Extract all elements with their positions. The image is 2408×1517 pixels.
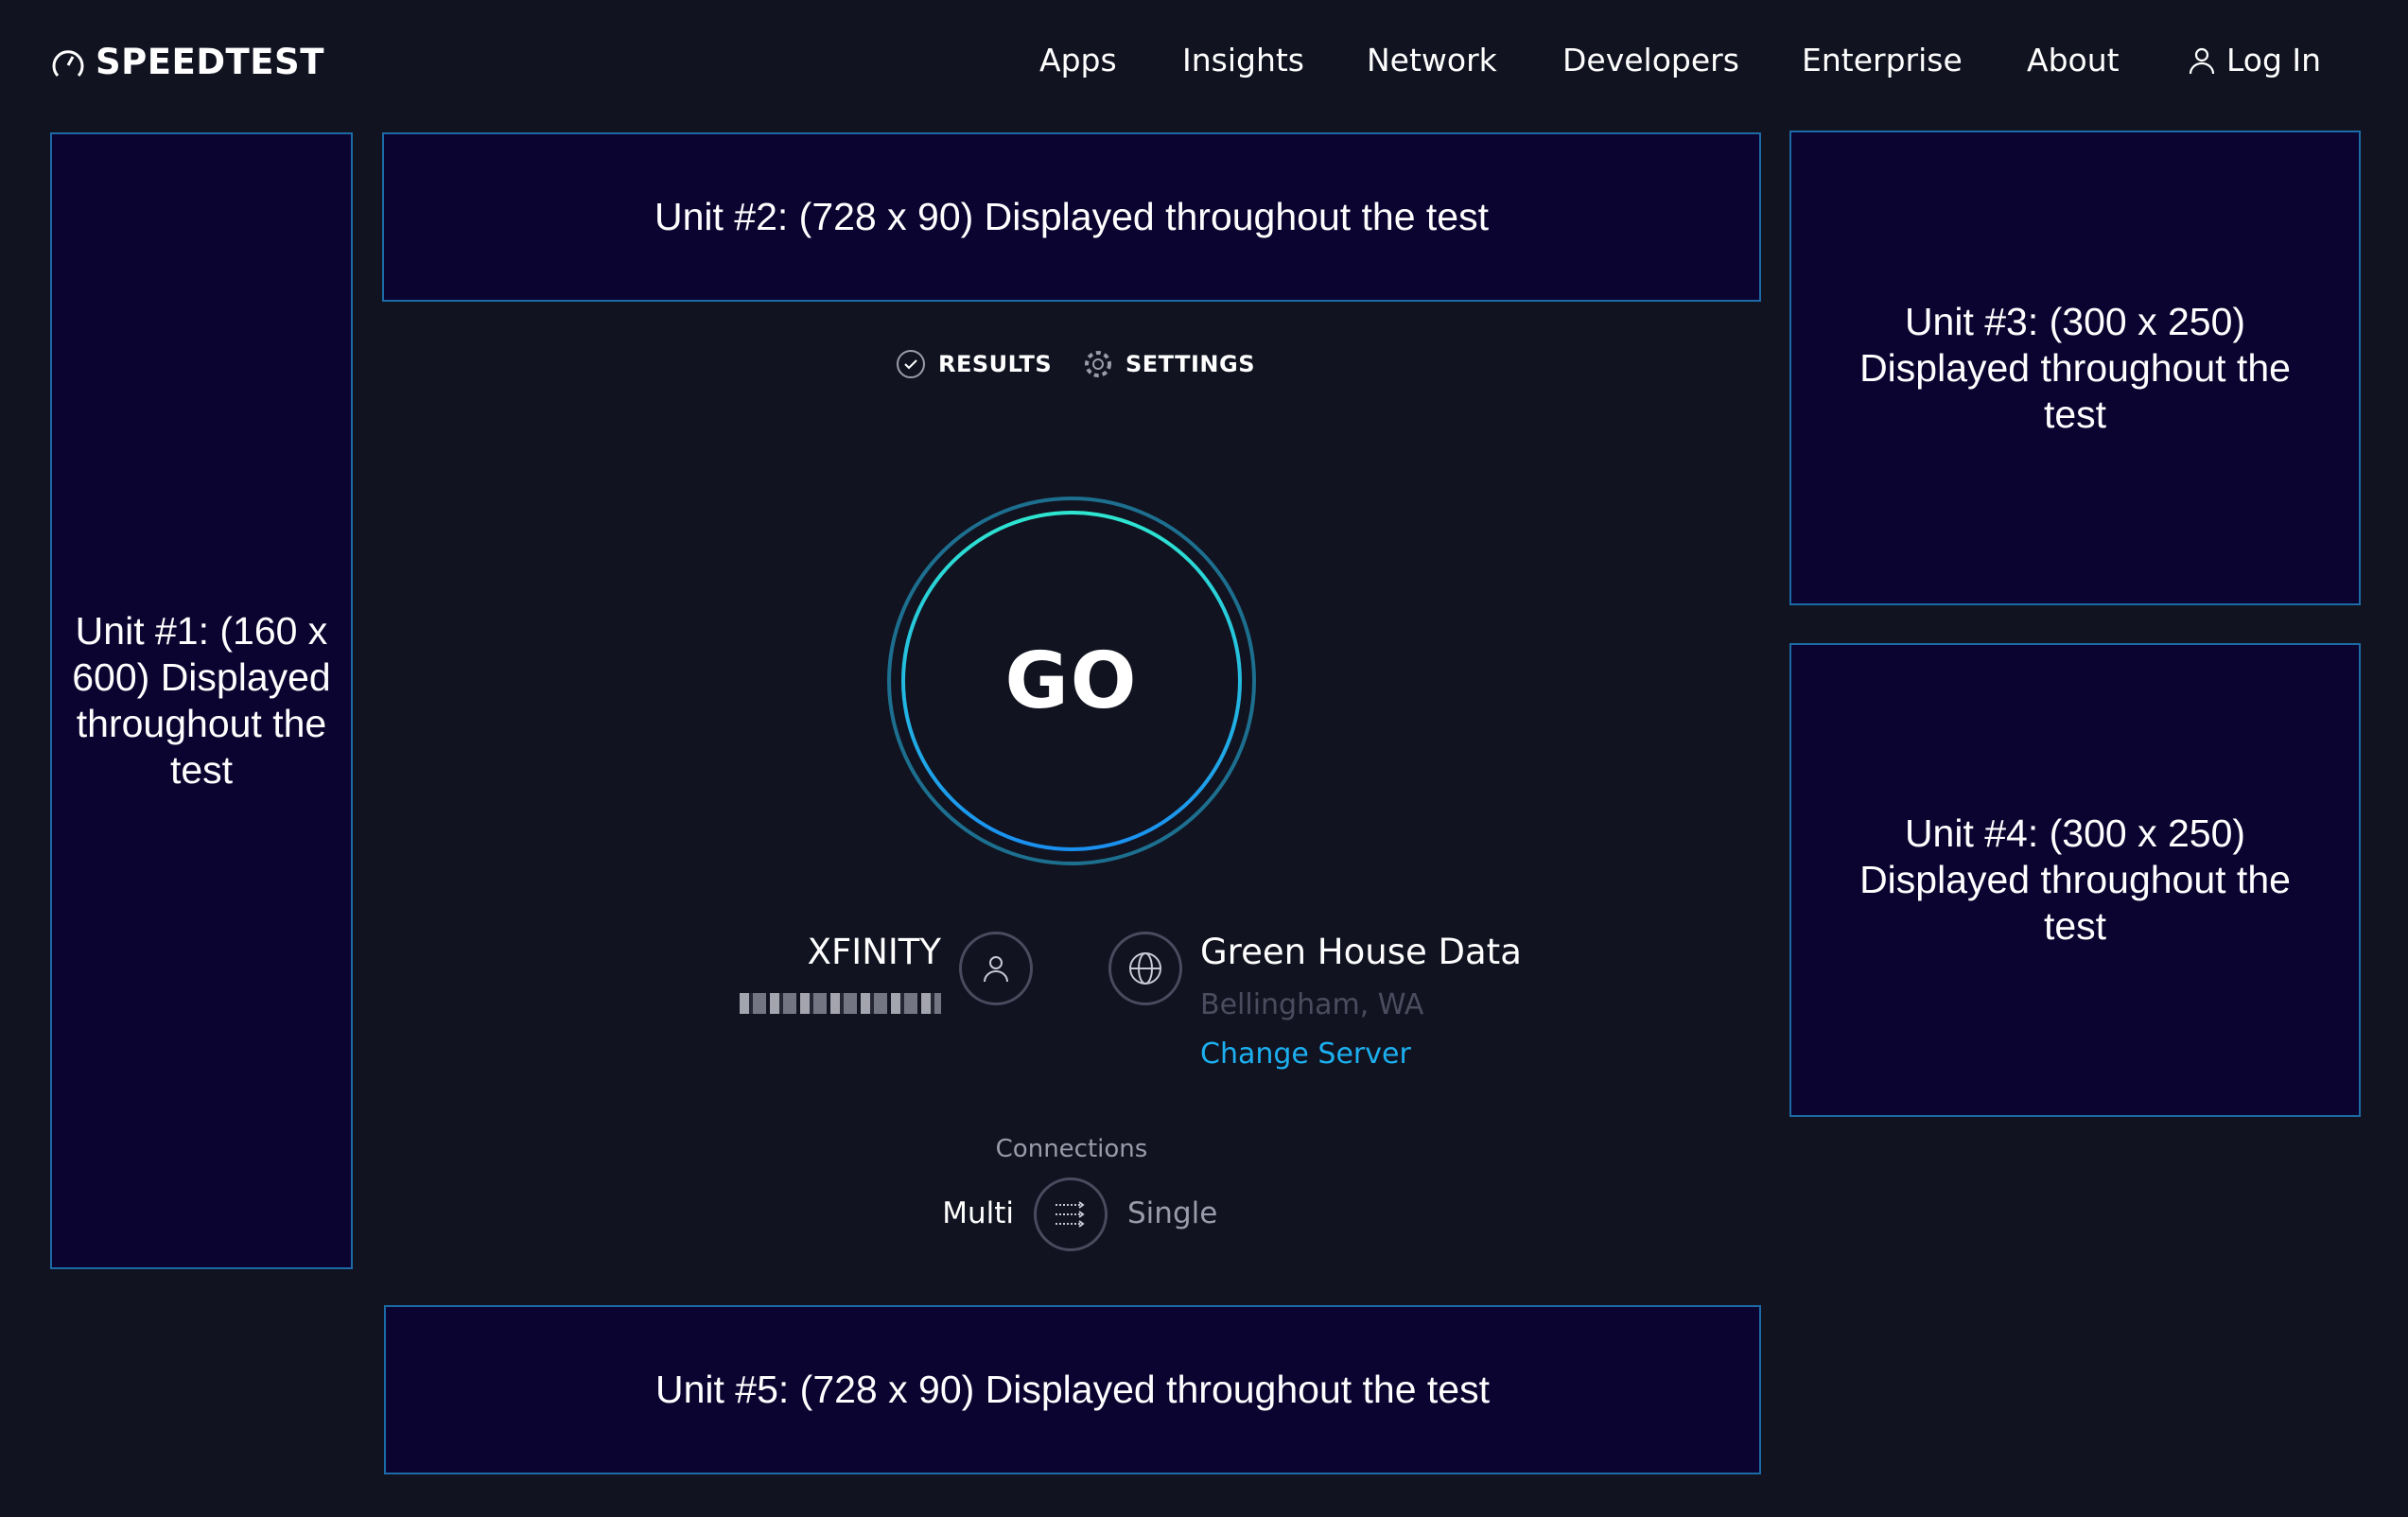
go-outer-ring	[887, 497, 1256, 865]
ad-unit-4[interactable]: Unit #4: (300 x 250) Displayed throughou…	[1789, 643, 2361, 1117]
nav-network[interactable]: Network	[1367, 42, 1497, 78]
go-button[interactable]: GO	[901, 511, 1242, 851]
go-label: GO	[1004, 636, 1139, 726]
change-server-link[interactable]: Change Server	[1200, 1037, 1411, 1071]
tab-results[interactable]: RESULTS	[895, 348, 1052, 380]
nav-insights[interactable]: Insights	[1182, 42, 1305, 78]
connections-toggle[interactable]	[1034, 1177, 1108, 1251]
logo-text: SPEEDTEST	[96, 42, 324, 82]
connections-single[interactable]: Single	[1127, 1196, 1218, 1230]
ad-unit-3[interactable]: Unit #3: (300 x 250) Displayed throughou…	[1789, 131, 2361, 605]
isp-name: XFINITY	[807, 932, 941, 972]
results-label: RESULTS	[938, 351, 1053, 377]
server-name: Green House Data	[1200, 932, 1522, 972]
nav-developers[interactable]: Developers	[1562, 42, 1739, 78]
speedometer-icon	[52, 49, 84, 77]
redacted-ip	[740, 993, 941, 1014]
login-label: Log In	[2226, 42, 2322, 78]
globe-icon	[1108, 932, 1182, 1005]
user-icon	[2189, 47, 2215, 74]
login-link[interactable]: Log In	[2187, 42, 2321, 78]
arrows-icon	[1056, 1201, 1085, 1228]
ad-unit-1[interactable]: Unit #1: (160 x 600) Displayed throughou…	[50, 132, 353, 1269]
isp-user-icon	[959, 932, 1033, 1005]
nav-about[interactable]: About	[2027, 42, 2120, 78]
check-circle-icon	[897, 350, 925, 378]
nav-enterprise[interactable]: Enterprise	[1802, 42, 1963, 78]
gear-icon	[1085, 351, 1111, 377]
ad-unit-2[interactable]: Unit #2: (728 x 90) Displayed throughout…	[382, 132, 1761, 302]
ad-unit-5[interactable]: Unit #5: (728 x 90) Displayed throughout…	[384, 1305, 1761, 1474]
speedtest-logo[interactable]: SPEEDTEST	[50, 42, 324, 82]
connections-multi[interactable]: Multi	[942, 1196, 1014, 1230]
nav-apps[interactable]: Apps	[1039, 42, 1117, 78]
tab-settings[interactable]: SETTINGS	[1082, 348, 1255, 380]
server-location: Bellingham, WA	[1200, 988, 1424, 1021]
settings-label: SETTINGS	[1125, 351, 1255, 377]
connections-label: Connections	[995, 1135, 1148, 1163]
